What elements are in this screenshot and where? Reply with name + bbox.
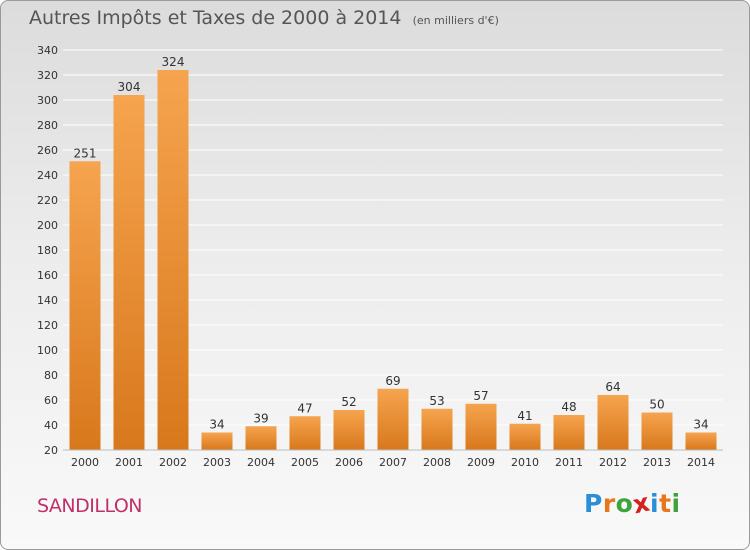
y-tick-label: 20 [44,444,58,457]
chart-title-block: Autres Impôts et Taxes de 2000 à 2014 (e… [29,7,499,29]
y-tick-label: 180 [37,244,58,257]
value-label: 48 [561,400,576,414]
y-tick-label: 200 [37,219,58,232]
bar-2000 [69,161,101,450]
bar-2008 [421,408,453,450]
value-label: 251 [74,146,97,160]
value-label: 39 [253,411,268,425]
bar-2006 [333,410,365,450]
commune-name: SANDILLON [37,495,143,517]
logo-letter: o [615,489,634,518]
bar-2002 [157,70,189,450]
y-tick-label: 300 [37,94,58,107]
value-label: 50 [649,398,664,412]
bars [69,70,717,450]
y-tick-label: 280 [37,119,58,132]
value-label: 47 [297,401,312,415]
y-tick-label: 140 [37,294,58,307]
x-tick-label: 2000 [71,456,99,469]
y-tick-label: 160 [37,269,58,282]
bar-2014 [685,432,717,450]
value-label: 57 [473,389,488,403]
logo-letter: r [602,489,616,518]
bar-2005 [289,416,321,450]
unit-label: (en milliers d'€) [412,14,499,27]
logo-letter: i [671,489,681,518]
chart-title: Autres Impôts et Taxes de 2000 à 2014 [29,7,402,29]
x-tick-label: 2006 [335,456,363,469]
x-axis: 2000 2001 2002 2003 2004 2005 2006 2007 2008 2009… [63,449,723,469]
y-tick-label: 260 [37,144,58,157]
value-label: 304 [118,80,141,94]
y-tick-label: 220 [37,194,58,207]
value-label: 34 [693,418,708,432]
value-label: 34 [209,418,224,432]
x-tick-label: 2011 [555,456,583,469]
bar-2011 [553,415,585,450]
value-label: 324 [162,55,185,69]
logo-letter: P [584,489,603,518]
x-tick-label: 2005 [291,456,319,469]
y-tick-label: 320 [37,69,58,82]
x-tick-label: 2009 [467,456,495,469]
bar-2001 [113,95,145,450]
bar-2007 [377,388,409,450]
value-labels: 251 304 324 34 39 47 52 69 53 57 41 48 64 50 34 [74,55,709,432]
value-label: 41 [517,409,532,423]
x-tick-label: 2014 [687,456,715,469]
y-tick-label: 60 [44,394,58,407]
x-tick-label: 2010 [511,456,539,469]
y-tick-label: 80 [44,369,58,382]
x-tick-label: 2013 [643,456,671,469]
y-tick-label: 40 [44,419,58,432]
logo-letter: t [659,489,672,518]
bar-2004 [245,426,277,450]
y-axis: 20 40 60 80 100 120 140 160 180 200 220 240 260 280 30… [37,44,58,457]
proxiti-logo: Proxiti [584,488,681,520]
y-tick-label: 120 [37,319,58,332]
logo-letter: i [650,489,660,518]
bar-2013 [641,412,673,450]
bar-2009 [465,403,497,450]
value-label: 69 [385,374,400,388]
x-tick-label: 2004 [247,456,275,469]
x-tick-label: 2003 [203,456,231,469]
x-tick-label: 2007 [379,456,407,469]
bar-2012 [597,395,629,450]
x-tick-label: 2002 [159,456,187,469]
bar-2003 [201,432,233,450]
value-label: 52 [341,395,356,409]
x-tick-label: 2001 [115,456,143,469]
value-label: 53 [429,394,444,408]
y-tick-label: 240 [37,169,58,182]
bar-2010 [509,423,541,450]
value-label: 64 [605,380,620,394]
y-tick-label: 340 [37,44,58,57]
x-tick-label: 2008 [423,456,451,469]
y-tick-label: 100 [37,344,58,357]
x-tick-label: 2012 [599,456,627,469]
